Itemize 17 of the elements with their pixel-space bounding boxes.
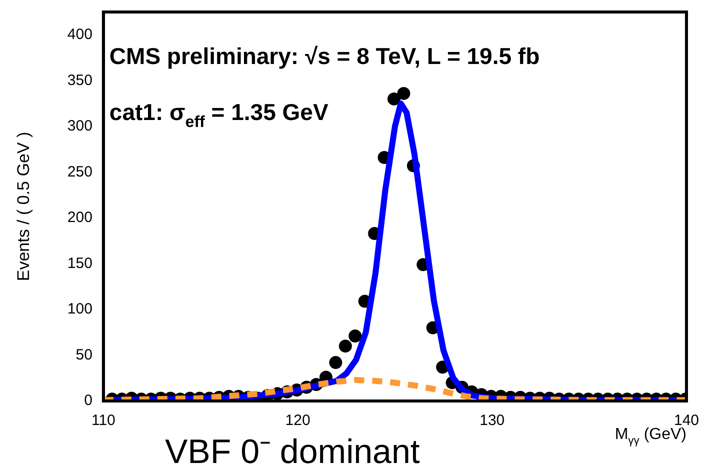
- text: CMS preliminary: √s = 8 TeV, L = 19.5 fb: [109, 43, 540, 69]
- y-tick-label: 200: [67, 209, 92, 226]
- y-tick-label: 150: [67, 254, 92, 272]
- x-tick-label: 130: [480, 412, 505, 430]
- point: [387, 92, 400, 106]
- y-tick-label: 400: [67, 26, 92, 44]
- y-tick-label: 0: [84, 392, 92, 410]
- y-tick-label: 300: [67, 118, 92, 135]
- x-tick-label: 110: [91, 412, 116, 430]
- point: [397, 86, 410, 100]
- y-tick-label: 350: [67, 72, 92, 89]
- text: VBF 0⁻ dominant: [165, 433, 420, 467]
- y-axis-title: Events / ( 0.5 GeV ): [14, 132, 33, 282]
- y-tick-label: 250: [67, 163, 92, 180]
- y-tick-label: 50: [76, 346, 92, 364]
- x-tick-label: 120: [285, 412, 310, 430]
- y-tick-label: 100: [67, 300, 92, 318]
